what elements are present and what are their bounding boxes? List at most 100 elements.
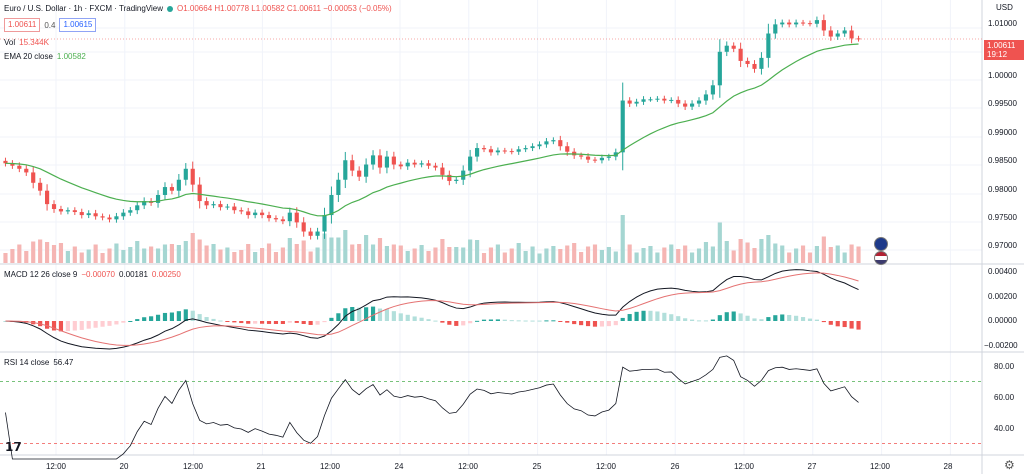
macd-histogram-bar xyxy=(454,321,459,326)
candle-body xyxy=(683,103,688,107)
candle-body xyxy=(606,156,611,158)
macd-histogram-bar xyxy=(475,320,480,322)
volume-bar xyxy=(79,252,84,263)
volume-bar xyxy=(128,247,133,263)
candle-body xyxy=(169,187,174,191)
macd-histogram-bar xyxy=(183,309,188,321)
macd-histogram-bar xyxy=(225,321,230,322)
volume-bar xyxy=(253,252,258,263)
price-tick: 0.98500 xyxy=(988,156,1017,165)
candle-body xyxy=(544,141,549,145)
candle-body xyxy=(800,22,806,24)
macd-tick: 0.00000 xyxy=(988,316,1017,325)
macd-histogram-bar xyxy=(620,317,625,321)
volume-bar xyxy=(38,239,43,263)
candle-body xyxy=(211,204,216,206)
sell-price-button[interactable]: 1.00611 xyxy=(4,18,41,32)
last-price-tag: 1.00611 19:12 xyxy=(984,40,1024,60)
volume-bar xyxy=(572,243,577,263)
macd-tick: 0.00400 xyxy=(988,267,1017,276)
flag-us-icon[interactable] xyxy=(874,251,888,265)
volume-bar xyxy=(149,246,154,263)
currency-label[interactable]: USD xyxy=(996,3,1013,12)
macd-histogram-bar xyxy=(149,316,154,321)
candle-body xyxy=(440,167,445,175)
candle-body xyxy=(128,210,133,213)
macd-histogram-bar xyxy=(606,321,611,327)
volume-bar xyxy=(280,247,285,263)
candle-body xyxy=(509,151,514,153)
macd-histogram-bar xyxy=(766,317,771,321)
bar-countdown: 19:12 xyxy=(987,50,1008,59)
macd-histogram-bar xyxy=(294,321,299,323)
candle-body xyxy=(842,30,847,34)
macd-histogram-bar xyxy=(197,314,202,321)
volume-bar xyxy=(86,249,91,263)
candle-body xyxy=(426,163,431,166)
time-tick: 12:00 xyxy=(595,462,617,471)
ema-legend[interactable]: EMA 20 close 1.00582 xyxy=(4,52,86,61)
candle-body xyxy=(745,60,750,64)
volume-bar xyxy=(655,252,660,263)
volume-bar xyxy=(100,253,105,263)
ema-value: 1.00582 xyxy=(56,52,86,61)
macd-histogram-bar xyxy=(731,311,736,321)
volume-bar xyxy=(724,241,729,263)
candle-body xyxy=(308,231,313,236)
candle-body xyxy=(419,163,424,165)
volume-bar xyxy=(72,246,77,263)
ema-label: EMA 20 close xyxy=(4,52,53,61)
candle-body xyxy=(724,45,729,52)
macd-histogram-bar xyxy=(308,321,313,325)
volume-bar xyxy=(183,241,188,263)
candle-body xyxy=(65,210,70,212)
flag-eu-icon[interactable] xyxy=(874,237,888,251)
candle-body xyxy=(447,174,452,181)
candle-body xyxy=(613,152,618,157)
price-tick: 0.97000 xyxy=(988,241,1017,250)
candle-body xyxy=(391,156,396,165)
candle-body xyxy=(648,99,653,101)
candle-body xyxy=(343,160,348,180)
candle-body xyxy=(814,20,819,24)
candle-body xyxy=(412,162,417,165)
volume-bar xyxy=(121,250,126,263)
tradingview-logo-icon[interactable]: 𝟭𝟳 xyxy=(5,440,22,454)
macd-histogram-bar xyxy=(114,321,119,325)
macd-histogram-bar xyxy=(266,321,272,324)
volume-bar xyxy=(669,244,674,263)
volume-bar xyxy=(426,251,431,263)
macd-histogram-bar xyxy=(440,321,445,323)
price-tick: 0.99500 xyxy=(988,99,1017,108)
macd-histogram-bar xyxy=(433,320,438,322)
buy-price-button[interactable]: 1.00615 xyxy=(59,18,97,32)
macd-legend[interactable]: MACD 12 26 close 9 −0.00070 0.00181 0.00… xyxy=(4,270,181,279)
macd-histogram-bar xyxy=(627,314,632,321)
rsi-legend[interactable]: RSI 14 close 56.47 xyxy=(4,358,73,367)
candle-body xyxy=(364,164,369,177)
volume-bar xyxy=(162,244,168,263)
volume-bar xyxy=(662,247,667,263)
macd-histogram-bar xyxy=(72,321,77,331)
macd-histogram-bar xyxy=(641,310,646,321)
volume-bar xyxy=(398,245,403,263)
time-tick: 26 xyxy=(670,462,680,471)
macd-histogram-bar xyxy=(86,321,91,329)
candle-body xyxy=(488,149,494,153)
volume-bar xyxy=(738,239,743,263)
volume-bar xyxy=(551,246,556,263)
macd-histogram-bar xyxy=(690,319,695,321)
candle-body xyxy=(516,149,521,152)
candle-body xyxy=(38,182,43,191)
candle-body xyxy=(780,22,785,25)
macd-histogram-bar xyxy=(315,321,320,325)
symbol-title[interactable]: Euro / U.S. Dollar · 1h · FXCM · Trading… xyxy=(4,4,164,13)
macd-histogram-bar xyxy=(821,321,826,323)
candle-body xyxy=(468,156,473,171)
macd-histogram-bar xyxy=(384,309,389,321)
macd-histogram-bar xyxy=(58,321,64,332)
volume-legend[interactable]: Vol 15.344K xyxy=(4,38,49,47)
settings-gear-icon[interactable]: ⚙ xyxy=(1004,458,1015,472)
volume-bar xyxy=(565,245,570,263)
